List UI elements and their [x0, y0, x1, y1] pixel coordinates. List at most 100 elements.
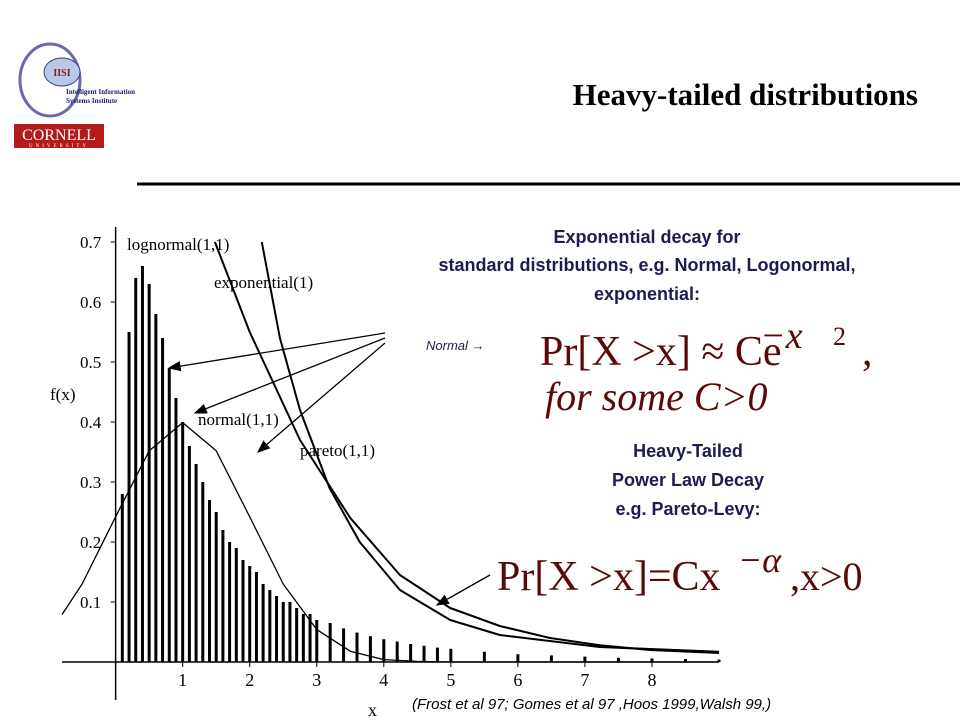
bar [281, 602, 285, 662]
formula-power: 2 [833, 322, 846, 351]
bar [234, 548, 238, 662]
formula-exponent: −x [760, 315, 803, 357]
bar [275, 596, 279, 662]
formula: , [862, 329, 873, 375]
formula: Pr[X >x]=Cx [497, 554, 721, 600]
bar [295, 608, 299, 662]
y-tick-label: 0.6 [80, 293, 101, 312]
plot: 0.1 0.2 0.3 0.4 0.5 0.6 0.7 1 2 3 4 5 6 7 8 f(x) x lognor… [50, 227, 721, 720]
bar [228, 542, 232, 662]
logo-text: Systems Institute [66, 97, 117, 105]
bar [516, 654, 520, 662]
series-label: exponential(1) [214, 273, 313, 292]
series-label: pareto(1,1) [300, 441, 375, 460]
bar [683, 659, 687, 662]
bar [368, 636, 372, 662]
logo-subtitle: UNIVERSITY [29, 144, 89, 149]
x-tick-label: 4 [379, 670, 388, 690]
arrow [193, 337, 386, 414]
bar [308, 614, 312, 662]
bar [422, 645, 426, 662]
arrows [167, 332, 491, 606]
y-tick-label: 0.3 [80, 473, 101, 492]
note-text: e.g. Pareto-Levy: [615, 499, 760, 519]
bar [161, 338, 165, 662]
bar [328, 623, 332, 662]
bar [207, 500, 211, 662]
bar [301, 614, 305, 662]
y-axis-label: f(x) [50, 385, 75, 404]
bar [268, 590, 272, 662]
formula: for some C>0 [545, 374, 768, 419]
bar [248, 566, 252, 662]
bar [154, 314, 158, 662]
x-tick-label: 6 [513, 670, 522, 690]
bar [187, 446, 191, 662]
arrow [167, 332, 386, 372]
formula-exponent: −α [738, 540, 782, 580]
bar [616, 657, 620, 662]
citation: (Frost et al 97; Gomes et al 97 ,Hoos 19… [412, 696, 771, 713]
formula: Pr[X >x] ≈ Ce [540, 329, 782, 375]
bar [395, 641, 399, 662]
bar [482, 651, 486, 662]
bar [127, 332, 131, 662]
bar [315, 620, 319, 662]
bar [214, 512, 218, 662]
bar [583, 656, 587, 662]
x-tick-label: 3 [312, 670, 321, 690]
curve [260, 241, 720, 653]
y-tick-label: 0.1 [80, 593, 101, 612]
y-tick-label: 0.7 [80, 233, 102, 252]
y-tick-label: 0.2 [80, 533, 101, 552]
bar [147, 284, 151, 662]
arrow [257, 342, 386, 453]
note-text: exponential: [594, 284, 700, 304]
bar [288, 602, 292, 662]
y-tick-label: 0.4 [80, 413, 102, 432]
bar [120, 494, 124, 662]
series-label: lognormal(1,1) [127, 235, 229, 254]
note-text: standard distributions, e.g. Normal, Log… [438, 255, 855, 275]
curve [61, 421, 719, 663]
note-text: Power Law Decay [612, 470, 764, 490]
bar [549, 655, 553, 662]
bar [181, 422, 185, 662]
bar [174, 398, 178, 662]
x-axis-label: x [368, 700, 377, 720]
formula: ,x>0 [790, 554, 863, 599]
bar [650, 658, 654, 662]
bar [435, 647, 439, 662]
title: Heavy-tailed distributions [573, 77, 918, 112]
logo-text: Intelligent Information [66, 88, 135, 96]
x-tick-label: 7 [580, 670, 589, 690]
x-tick-label: 1 [178, 670, 187, 690]
x-tick-label: 8 [647, 670, 656, 690]
bar [167, 368, 171, 662]
note-text: Exponential decay for [553, 227, 740, 247]
pointer-label: Normal → [426, 338, 485, 353]
bar [449, 648, 453, 662]
series-label: normal(1,1) [198, 410, 279, 429]
bar [355, 632, 359, 662]
logo-acronym: IISI [53, 68, 70, 79]
bar [382, 639, 386, 662]
bar [221, 530, 225, 662]
bar [201, 482, 205, 662]
logo-university: CORNELL [22, 127, 96, 144]
arrow [435, 574, 491, 606]
note-text: Heavy-Tailed [633, 441, 743, 461]
bar [409, 644, 413, 662]
bar [241, 560, 245, 662]
logo: IISI Intelligent Information Systems Ins… [14, 42, 135, 149]
bar [194, 464, 198, 662]
bar [261, 584, 265, 662]
x-tick-label: 2 [245, 670, 254, 690]
bar [717, 659, 721, 662]
x-tick-label: 5 [446, 670, 455, 690]
bar [134, 278, 138, 662]
y-tick-label: 0.5 [80, 353, 101, 372]
bar [342, 628, 346, 662]
